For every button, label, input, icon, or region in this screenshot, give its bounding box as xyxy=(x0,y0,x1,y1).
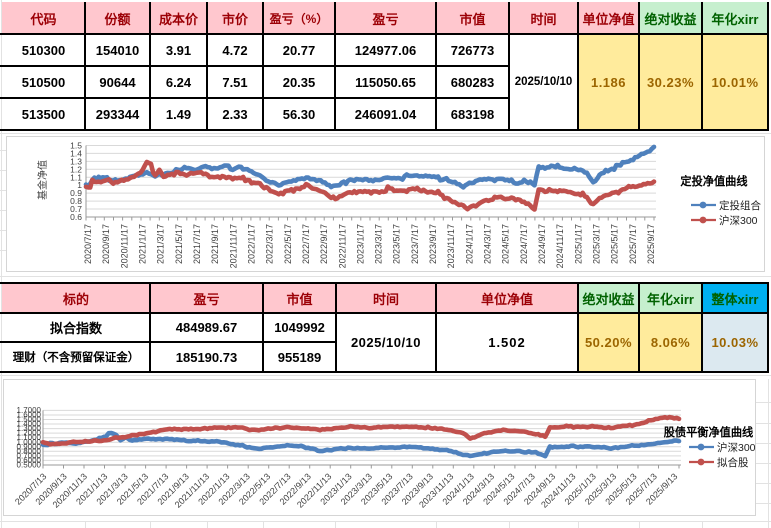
svg-text:0.6: 0.6 xyxy=(70,212,82,222)
svg-text:2023/11/17: 2023/11/17 xyxy=(446,224,456,268)
svg-text:股债平衡净值曲线: 股债平衡净值曲线 xyxy=(664,425,754,439)
svg-text:1.6000: 1.6000 xyxy=(17,411,42,420)
svg-text:0.8: 0.8 xyxy=(70,196,82,206)
svg-text:2025/3/17: 2025/3/17 xyxy=(592,224,602,264)
svg-text:2021/5/17: 2021/5/17 xyxy=(174,224,184,264)
svg-text:2022/9/17: 2022/9/17 xyxy=(319,224,329,264)
svg-text:2021/3/17: 2021/3/17 xyxy=(156,224,166,264)
svg-text:定投组合: 定投组合 xyxy=(719,199,761,212)
svg-text:2022/7/17: 2022/7/17 xyxy=(301,224,311,264)
svg-text:0.6000: 0.6000 xyxy=(17,456,42,465)
svg-text:2024/9/17: 2024/9/17 xyxy=(537,224,547,264)
svg-text:2021/1/17: 2021/1/17 xyxy=(138,224,148,264)
svg-text:1.5: 1.5 xyxy=(70,141,82,151)
svg-text:2023/9/17: 2023/9/17 xyxy=(428,224,438,264)
svg-text:沪深300: 沪深300 xyxy=(719,214,758,227)
svg-text:2021/7/17: 2021/7/17 xyxy=(192,224,202,264)
svg-text:2021/9/17: 2021/9/17 xyxy=(210,224,220,264)
svg-text:2023/5/17: 2023/5/17 xyxy=(392,224,402,264)
svg-text:2025/1/17: 2025/1/17 xyxy=(573,224,583,264)
svg-text:2020/9/17: 2020/9/17 xyxy=(101,224,111,264)
svg-text:2022/1/17: 2022/1/17 xyxy=(247,224,257,264)
svg-text:2020/7/17: 2020/7/17 xyxy=(83,224,93,264)
svg-text:沪深300: 沪深300 xyxy=(717,441,756,454)
svg-text:2022/5/17: 2022/5/17 xyxy=(283,224,293,264)
svg-text:1.4000: 1.4000 xyxy=(17,420,42,429)
svg-text:2023/3/17: 2023/3/17 xyxy=(374,224,384,264)
svg-text:0.7000: 0.7000 xyxy=(17,451,42,460)
svg-text:1.3: 1.3 xyxy=(70,156,82,166)
svg-text:2022/3/17: 2022/3/17 xyxy=(265,224,275,264)
svg-text:2023/7/17: 2023/7/17 xyxy=(410,224,420,264)
svg-text:2025/7/17: 2025/7/17 xyxy=(628,224,638,264)
svg-text:1.1000: 1.1000 xyxy=(17,433,42,442)
svg-text:2022/11/17: 2022/11/17 xyxy=(337,224,347,268)
svg-text:0.7: 0.7 xyxy=(70,204,82,214)
svg-text:2024/7/17: 2024/7/17 xyxy=(519,224,529,264)
svg-text:1.2: 1.2 xyxy=(70,164,82,174)
svg-text:基金净值: 基金净值 xyxy=(36,160,49,200)
svg-text:拟合股: 拟合股 xyxy=(717,456,749,469)
svg-text:2024/11/17: 2024/11/17 xyxy=(555,224,565,268)
svg-text:0.9000: 0.9000 xyxy=(17,442,42,451)
svg-text:2025/9/17: 2025/9/17 xyxy=(646,224,656,264)
svg-text:2025/5/17: 2025/5/17 xyxy=(610,224,620,264)
svg-text:2023/1/17: 2023/1/17 xyxy=(355,224,365,264)
svg-text:1.7000: 1.7000 xyxy=(17,406,42,415)
svg-text:2021/11/17: 2021/11/17 xyxy=(228,224,238,268)
svg-text:0.9: 0.9 xyxy=(70,188,82,198)
svg-text:0.5000: 0.5000 xyxy=(17,461,42,470)
svg-text:2024/1/17: 2024/1/17 xyxy=(464,224,474,264)
svg-text:2024/5/17: 2024/5/17 xyxy=(501,224,511,264)
svg-text:2024/3/17: 2024/3/17 xyxy=(483,224,493,264)
svg-text:1: 1 xyxy=(77,180,82,190)
svg-text:1.2000: 1.2000 xyxy=(17,429,42,438)
svg-text:2020/11/17: 2020/11/17 xyxy=(119,224,129,268)
svg-text:定投净值曲线: 定投净值曲线 xyxy=(680,174,748,188)
svg-text:1.4: 1.4 xyxy=(70,148,82,158)
svg-text:1.3000: 1.3000 xyxy=(17,424,42,433)
svg-text:1.1: 1.1 xyxy=(70,172,82,182)
svg-text:1.0000: 1.0000 xyxy=(17,438,42,447)
svg-text:1.5000: 1.5000 xyxy=(17,415,42,424)
svg-text:0.8000: 0.8000 xyxy=(17,447,42,456)
